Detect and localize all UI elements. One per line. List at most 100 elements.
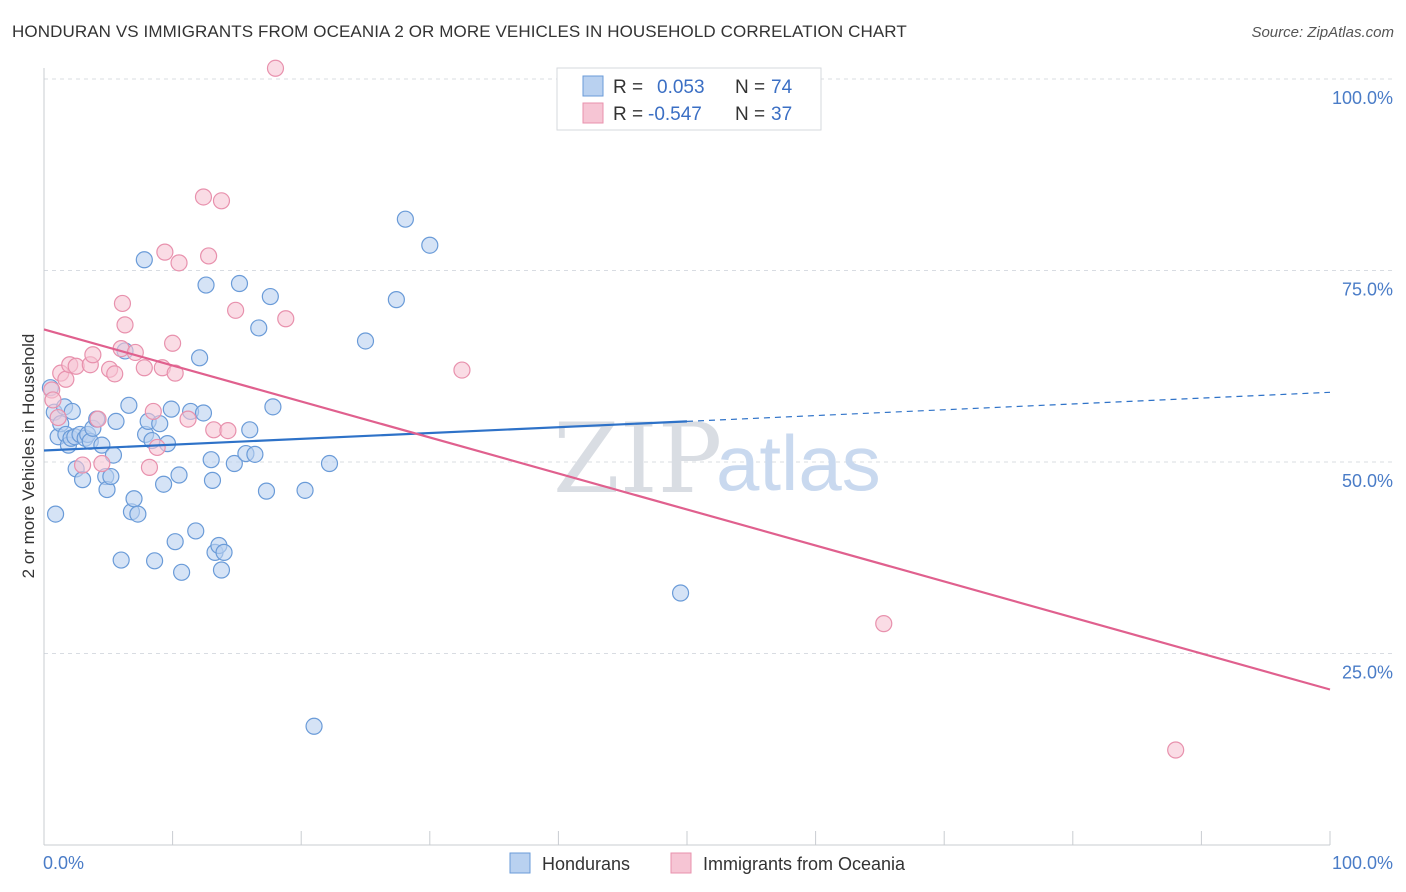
hondurans-point-70 (671, 584, 690, 602)
legend-label-oceania: Immigrants from Oceania (703, 854, 906, 874)
oceania-point-26 (170, 254, 188, 272)
grid-layer (44, 78, 1393, 654)
oceania-point-10 (89, 410, 107, 428)
oceania-point-13 (106, 365, 124, 383)
hondurans-point-24 (107, 412, 125, 431)
oceania-point-1 (44, 391, 62, 409)
oceania-point-21 (148, 438, 166, 457)
n-label-oceania: N = (735, 104, 765, 125)
y-tick-label-75: 75.0% (1342, 280, 1393, 300)
legend-swatch-hondurans (509, 852, 531, 874)
hondurans-point-61 (261, 287, 279, 306)
hondurans-point-67 (387, 291, 405, 309)
hondurans-point-53 (215, 543, 233, 561)
hondurans-point-57 (241, 421, 259, 439)
oceania-point-29 (200, 247, 218, 265)
hondurans-point-22 (102, 467, 120, 486)
chart-title: HONDURAN VS IMMIGRANTS FROM OCEANIA 2 OR… (12, 22, 907, 41)
r-value-hondurans: 0.053 (657, 77, 705, 98)
oceania-point-28 (194, 188, 213, 206)
y-tick-label-50: 50.0% (1342, 471, 1393, 491)
oceania-point-32 (219, 421, 237, 440)
hondurans-swatch (582, 75, 604, 97)
n-value-hondurans: 74 (771, 77, 793, 98)
hondurans-point-68 (396, 210, 414, 228)
oceania-point-6 (67, 357, 85, 375)
watermark: ZIP atlas (553, 403, 881, 515)
y-tick-label-100: 100.0% (1332, 88, 1393, 108)
oceania-point-9 (84, 346, 102, 364)
oceania-swatch (582, 102, 604, 124)
legend-swatch-oceania (670, 852, 692, 874)
oceania-point-15 (113, 294, 132, 313)
legend-label-hondurans: Hondurans (542, 854, 630, 874)
oceania-point-19 (140, 458, 159, 476)
r-label-hondurans: R = (613, 77, 643, 98)
bottom-legend: Hondurans Immigrants from Oceania (509, 852, 906, 874)
oceania-points (43, 59, 1185, 759)
hondurans-point-35 (145, 552, 164, 570)
hondurans-point-45 (191, 349, 209, 367)
stats-legend: R = 0.053 N = 74 R = -0.547 N = 37 (556, 67, 822, 131)
n-value-oceania: 37 (771, 104, 792, 125)
hondurans-trend-extension (686, 391, 1331, 423)
x-tick-label-min: 0.0% (43, 853, 84, 873)
axes-layer (43, 68, 1331, 846)
hondurans-point-48 (202, 451, 220, 469)
hondurans-point-47 (197, 276, 215, 294)
watermark-zip: ZIP (553, 403, 722, 515)
hondurans-point-42 (173, 563, 191, 581)
hondurans-point-52 (212, 561, 231, 579)
oceania-point-27 (179, 410, 197, 428)
hondurans-point-30 (129, 505, 147, 523)
hondurans-trend-line (43, 420, 688, 452)
hondurans-point-46 (194, 404, 213, 422)
hondurans-point-55 (230, 274, 249, 293)
oceania-point-34 (266, 59, 285, 77)
oceania-point-35 (277, 310, 295, 328)
hondurans-point-39 (162, 400, 180, 418)
hondurans-point-63 (296, 481, 314, 499)
hondurans-point-44 (187, 522, 205, 540)
hondurans-point-65 (320, 454, 339, 473)
oceania-point-37 (875, 615, 893, 633)
x-tick-label-max: 100.0% (1332, 853, 1393, 873)
oceania-point-24 (164, 334, 182, 352)
oceania-point-38 (1167, 741, 1185, 759)
hondurans-point-66 (356, 332, 375, 350)
oceania-point-18 (135, 359, 153, 377)
hondurans-point-2 (46, 505, 65, 523)
hondurans-point-25 (112, 551, 130, 569)
hondurans-point-54 (225, 454, 243, 473)
hondurans-point-49 (203, 471, 222, 489)
oceania-point-23 (156, 243, 174, 261)
hondurans-point-31 (135, 251, 153, 269)
y-axis-label: 2 or more Vehicles in Household (19, 334, 38, 579)
hondurans-point-41 (170, 466, 188, 484)
trend-lines (43, 328, 1331, 691)
hondurans-point-27 (120, 396, 138, 414)
hondurans-point-60 (257, 482, 276, 500)
oceania-point-7 (73, 456, 92, 474)
hondurans-point-62 (264, 398, 282, 416)
oceania-point-11 (93, 454, 111, 473)
watermark-atlas: atlas (716, 419, 881, 507)
r-value-oceania: -0.547 (648, 104, 702, 125)
n-label-hondurans: N = (735, 77, 765, 98)
hondurans-point-29 (125, 490, 143, 508)
oceania-point-20 (144, 402, 162, 421)
hondurans-point-58 (246, 445, 264, 463)
oceania-point-16 (116, 316, 134, 334)
hondurans-point-9 (63, 402, 81, 421)
y-tick-label-25: 25.0% (1342, 663, 1393, 683)
y-tick-labels: 25.0% 50.0% 75.0% 100.0% (1332, 88, 1393, 683)
hondurans-point-37 (154, 475, 173, 493)
oceania-point-4 (57, 370, 75, 388)
hondurans-point-69 (421, 236, 439, 254)
source-label: Source: ZipAtlas.com (1251, 24, 1394, 41)
oceania-point-31 (212, 192, 231, 210)
oceania-point-2 (49, 408, 67, 427)
hondurans-point-40 (166, 533, 184, 551)
oceania-point-36 (453, 361, 471, 379)
